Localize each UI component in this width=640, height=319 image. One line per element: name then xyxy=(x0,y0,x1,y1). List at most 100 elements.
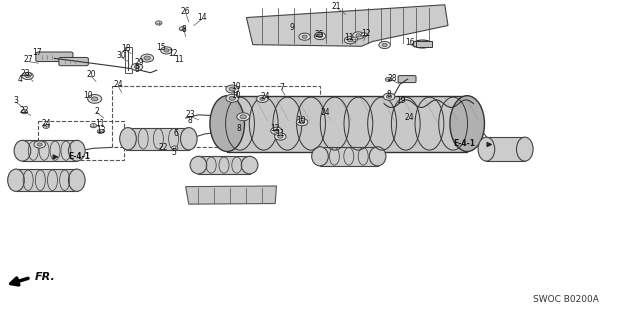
Ellipse shape xyxy=(356,34,361,37)
Text: 8: 8 xyxy=(188,116,193,125)
FancyBboxPatch shape xyxy=(16,169,77,191)
Ellipse shape xyxy=(271,127,282,134)
Text: 24: 24 xyxy=(320,108,330,117)
Text: 4: 4 xyxy=(18,75,23,84)
Ellipse shape xyxy=(131,63,143,70)
Ellipse shape xyxy=(274,129,279,132)
Text: 26: 26 xyxy=(180,7,191,16)
Text: 14: 14 xyxy=(196,13,207,22)
Text: 10: 10 xyxy=(230,91,241,100)
Ellipse shape xyxy=(92,97,98,101)
Ellipse shape xyxy=(37,143,42,146)
Text: 10: 10 xyxy=(83,91,93,100)
Text: 27: 27 xyxy=(23,56,33,64)
Ellipse shape xyxy=(179,26,186,31)
Ellipse shape xyxy=(21,109,28,114)
Text: 22: 22 xyxy=(20,106,29,115)
Text: 29: 29 xyxy=(134,58,145,67)
Ellipse shape xyxy=(257,95,268,102)
Ellipse shape xyxy=(379,41,390,48)
Ellipse shape xyxy=(164,49,169,52)
Ellipse shape xyxy=(43,124,49,129)
Text: SWOC B0200A: SWOC B0200A xyxy=(534,295,599,304)
Ellipse shape xyxy=(97,130,104,133)
Ellipse shape xyxy=(351,37,358,41)
FancyBboxPatch shape xyxy=(416,41,432,47)
Text: E-4-1: E-4-1 xyxy=(453,139,475,148)
Ellipse shape xyxy=(172,146,178,150)
Ellipse shape xyxy=(314,33,326,40)
Text: 20: 20 xyxy=(86,70,96,79)
FancyBboxPatch shape xyxy=(227,96,467,152)
Text: 6: 6 xyxy=(173,130,179,138)
Ellipse shape xyxy=(240,115,246,119)
Ellipse shape xyxy=(68,140,85,161)
Ellipse shape xyxy=(190,156,207,174)
FancyBboxPatch shape xyxy=(22,140,77,161)
Ellipse shape xyxy=(161,47,172,54)
Polygon shape xyxy=(246,5,448,46)
Text: 2: 2 xyxy=(95,107,100,115)
Text: 3: 3 xyxy=(13,96,19,105)
Ellipse shape xyxy=(14,140,31,161)
Ellipse shape xyxy=(413,40,432,48)
FancyBboxPatch shape xyxy=(198,156,250,174)
Ellipse shape xyxy=(385,77,392,81)
FancyBboxPatch shape xyxy=(398,76,416,83)
Text: 24: 24 xyxy=(404,113,415,122)
Text: 18: 18 xyxy=(122,44,131,53)
Ellipse shape xyxy=(516,137,533,161)
Ellipse shape xyxy=(382,43,387,47)
Text: 11: 11 xyxy=(275,130,284,138)
Text: 11: 11 xyxy=(344,33,353,42)
Text: 16: 16 xyxy=(404,38,415,47)
Ellipse shape xyxy=(226,85,239,93)
Text: 12: 12 xyxy=(271,124,280,133)
Text: 30: 30 xyxy=(116,51,127,60)
Ellipse shape xyxy=(25,73,31,77)
Ellipse shape xyxy=(180,128,197,150)
Text: 25: 25 xyxy=(314,30,324,39)
Text: 24: 24 xyxy=(113,80,124,89)
Text: 8: 8 xyxy=(387,90,392,99)
Ellipse shape xyxy=(312,147,328,166)
Ellipse shape xyxy=(226,94,239,102)
FancyBboxPatch shape xyxy=(36,52,73,62)
Ellipse shape xyxy=(260,97,265,100)
Text: 24: 24 xyxy=(260,92,271,101)
Ellipse shape xyxy=(361,33,367,37)
Text: 10: 10 xyxy=(296,116,306,125)
Ellipse shape xyxy=(478,137,495,161)
Text: 8: 8 xyxy=(182,25,187,34)
Ellipse shape xyxy=(302,35,307,38)
Ellipse shape xyxy=(156,21,162,25)
Bar xyxy=(112,86,320,147)
Ellipse shape xyxy=(229,96,236,100)
Text: 15: 15 xyxy=(156,43,166,52)
Ellipse shape xyxy=(25,74,30,78)
Ellipse shape xyxy=(275,133,286,140)
FancyBboxPatch shape xyxy=(486,137,525,161)
Text: 19: 19 xyxy=(396,96,406,105)
Ellipse shape xyxy=(88,94,102,103)
Ellipse shape xyxy=(383,93,395,100)
FancyBboxPatch shape xyxy=(320,147,378,166)
Text: 13: 13 xyxy=(96,126,106,135)
Text: E-4-1: E-4-1 xyxy=(68,152,90,161)
Text: 23: 23 xyxy=(185,110,195,119)
Ellipse shape xyxy=(34,141,45,148)
Ellipse shape xyxy=(134,65,140,69)
Text: 17: 17 xyxy=(32,48,42,57)
Ellipse shape xyxy=(450,96,484,152)
Text: 23: 23 xyxy=(20,69,31,78)
Ellipse shape xyxy=(210,96,244,152)
Bar xyxy=(125,47,132,73)
Ellipse shape xyxy=(144,56,150,60)
Ellipse shape xyxy=(369,147,386,166)
Ellipse shape xyxy=(344,37,356,44)
Text: 9: 9 xyxy=(289,23,294,32)
Ellipse shape xyxy=(299,33,310,40)
Text: 8: 8 xyxy=(237,124,242,133)
Text: 28: 28 xyxy=(388,74,397,83)
FancyBboxPatch shape xyxy=(59,57,88,66)
